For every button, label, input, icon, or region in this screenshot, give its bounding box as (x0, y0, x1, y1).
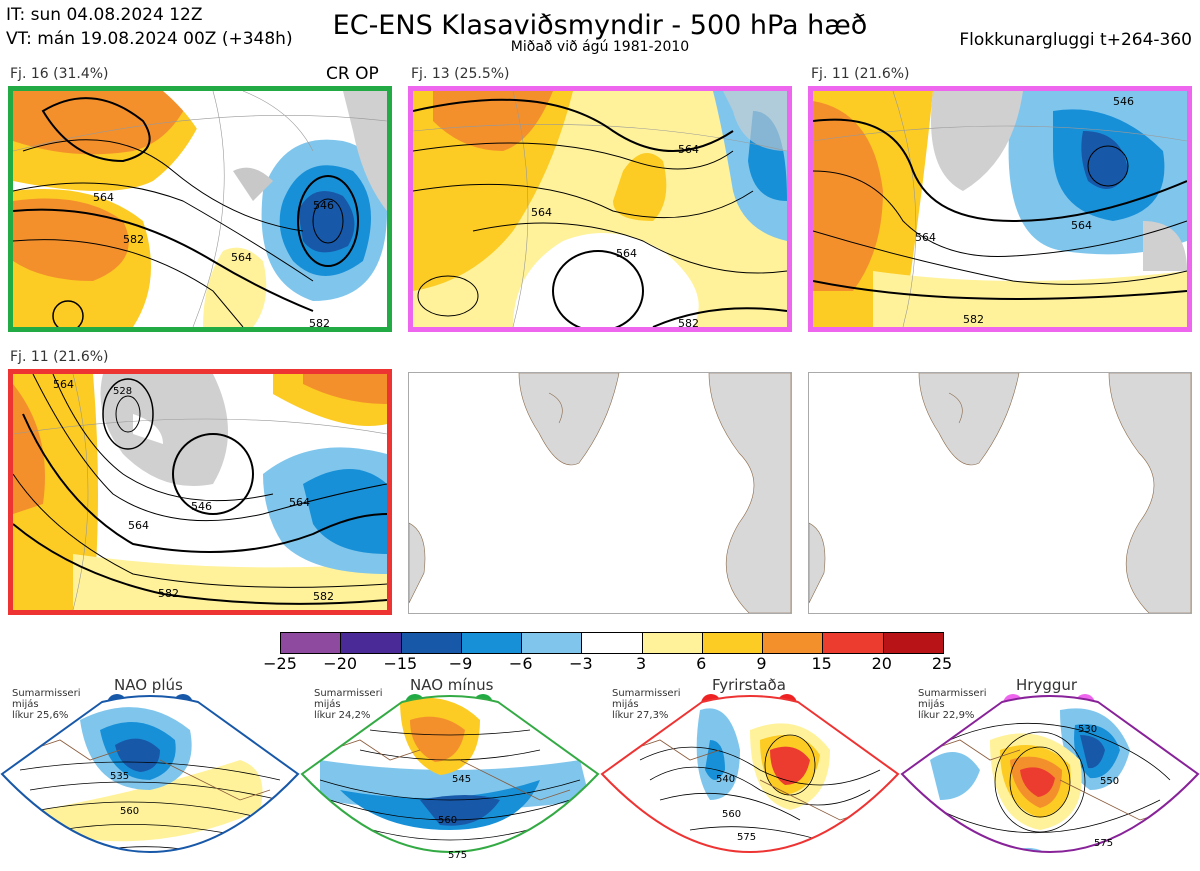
r3-contour-540: 540 (716, 774, 735, 785)
colorbar-tick-label: −20 (323, 654, 358, 673)
colorbar-segment (522, 633, 583, 653)
cluster-map-panel-5 (408, 372, 792, 614)
panel-4-label: Fj. 11 (21.6%) (10, 349, 109, 365)
p4-contour-528: 528 (113, 386, 132, 397)
cluster-map-panel-6 (808, 372, 1192, 614)
p3-contour-546: 546 (1113, 95, 1134, 108)
cluster-map-panel-4: 564 546 564 564 582 582 528 (8, 369, 392, 615)
p4-contour-564b: 564 (289, 496, 310, 509)
colorbar-segment (883, 633, 943, 653)
p2-contour-564b: 564 (531, 206, 552, 219)
r3-contour-560: 560 (722, 809, 741, 820)
valid-time: VT: mán 19.08.2024 00Z (+348h) (6, 29, 293, 49)
cluster-map-panel-3: 546 564 564 582 (808, 86, 1192, 332)
p3-contour-564a: 564 (915, 231, 936, 244)
regime-3-name: Fyrirstaða (712, 676, 786, 694)
regime-maps: 535 560 545 560 575 540 560 575 530 550 … (0, 695, 1200, 861)
colorbar-tick-label: 25 (931, 654, 953, 673)
colorbar-segment (341, 633, 402, 653)
r2-contour-545: 545 (452, 774, 471, 785)
page-title: EC-ENS Klasaviðsmyndir - 500 hPa hæð (332, 10, 868, 41)
regime-1-note: Sumarmisseri mijás líkur 25,6% (12, 688, 81, 721)
p4-contour-582b: 582 (313, 590, 334, 603)
p3-contour-564b: 564 (1071, 219, 1092, 232)
colorbar-segment (401, 633, 462, 653)
colorbar-segment (461, 633, 523, 653)
colorbar-segment (582, 633, 643, 653)
colorbar-tick-label: −3 (569, 654, 593, 673)
init-time: IT: sun 04.08.2024 12Z (6, 5, 203, 25)
regime-3-note: Sumarmisseri mijás líkur 27,3% (612, 688, 681, 721)
colorbar-tick-label: 3 (635, 654, 647, 673)
colorbar-segment (281, 633, 342, 653)
regime-2-note: Sumarmisseri mijás líkur 24,2% (314, 688, 383, 721)
regime-4-note: Sumarmisseri mijás líkur 22,9% (918, 688, 987, 721)
r3-contour-575: 575 (737, 832, 756, 843)
cluster-map-panel-1: 564 582 546 564 582 (8, 86, 392, 332)
regime-4-name: Hryggur (1016, 676, 1078, 694)
r2-contour-575: 575 (448, 850, 467, 861)
p4-contour-546: 546 (191, 500, 212, 513)
r4-contour-530: 530 (1078, 724, 1097, 735)
colorbar-tick-label: 9 (756, 654, 767, 673)
r2-contour-560: 560 (438, 815, 457, 826)
p2-contour-564a: 564 (678, 143, 699, 156)
r4-contour-575: 575 (1094, 838, 1113, 849)
p1-contour-564b: 564 (231, 251, 252, 264)
regime-2-name: NAO mínus (410, 676, 494, 694)
r1-contour-560: 560 (120, 806, 139, 817)
panel-1-label: Fj. 16 (31.4%) (10, 66, 109, 82)
p1-contour-546: 546 (313, 199, 334, 212)
panel-3-label: Fj. 11 (21.6%) (811, 66, 910, 82)
colorbar-tick-label: 6 (696, 654, 707, 673)
p4-contour-564a: 564 (53, 378, 74, 391)
cluster-map-panel-2: 564 564 564 582 (408, 86, 792, 332)
r4-contour-550: 550 (1100, 776, 1119, 787)
colorbar-ticks: −25 −20 −15 −9 −6 −3 3 6 9 15 20 25 (263, 654, 952, 676)
regime-1-name: NAO plús (114, 676, 183, 694)
p2-contour-582: 582 (678, 317, 699, 327)
r1-contour-535: 535 (110, 771, 129, 782)
colorbar-segment (702, 633, 764, 653)
p4-contour-564c: 564 (128, 519, 149, 532)
colorbar-tick-label: 15 (811, 654, 832, 673)
colorbar (280, 632, 944, 654)
colorbar-tick-label: −6 (508, 654, 533, 673)
p1-contour-582b: 582 (309, 317, 330, 327)
colorbar-tick-label: −9 (448, 654, 473, 673)
panel-2-label: Fj. 13 (25.5%) (411, 66, 510, 82)
p2-contour-564c: 564 (616, 247, 637, 260)
colorbar-segment (823, 633, 884, 653)
p3-contour-582: 582 (963, 313, 984, 326)
classification-window: Flokkunargluggi t+264-360 (959, 30, 1192, 50)
p1-contour-582a: 582 (123, 233, 144, 246)
page-subtitle: Miðað við ágú 1981-2010 (510, 39, 690, 55)
colorbar-tick-label: 20 (871, 654, 892, 673)
p4-contour-582a: 582 (158, 587, 179, 600)
colorbar-segment (642, 633, 703, 653)
p1-contour-564a: 564 (93, 191, 114, 204)
colorbar-tick-label: −15 (383, 654, 418, 673)
panel-1-op-label: CR OP (326, 64, 379, 84)
colorbar-tick-label: −25 (263, 654, 297, 673)
colorbar-segment (763, 633, 824, 653)
